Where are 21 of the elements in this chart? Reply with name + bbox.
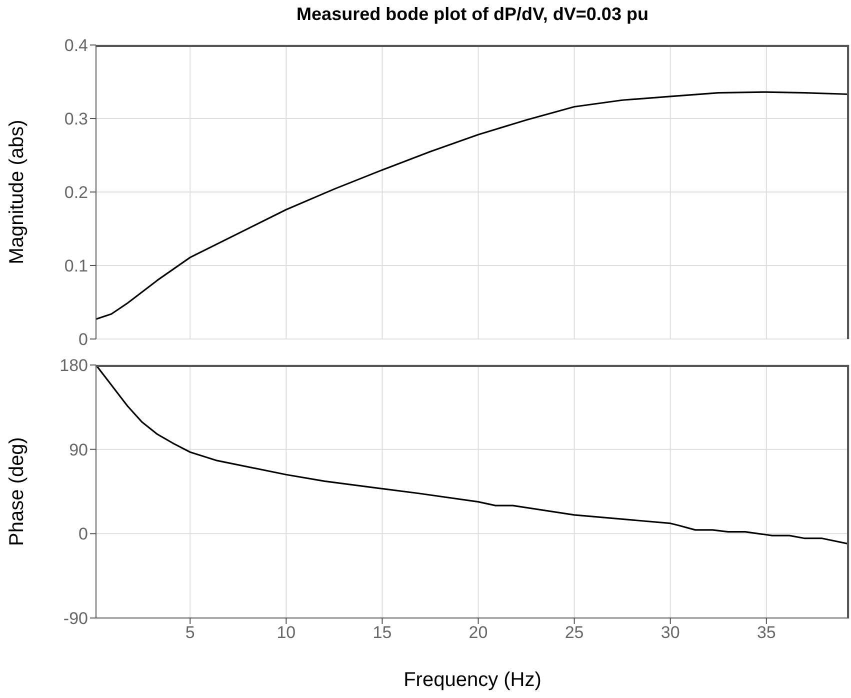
y-tick-label: -90 [63,609,88,628]
y-tick-label: 0.2 [64,183,88,202]
y-tick-label: 0 [78,524,88,544]
y-tick-label: 0 [78,330,88,350]
chart-title: Measured bode plot of dP/dV, dV=0.03 pu [296,4,650,25]
x-tick-label: 25 [564,623,584,642]
y-tick-label: 0.4 [64,36,88,56]
x-tick-label: 15 [372,623,392,642]
line-series [96,91,849,320]
y-tick-label: 0.3 [64,110,88,129]
y-tick-label: 180 [60,356,88,376]
y-axis-title: Phase (deg) [6,437,28,546]
y-tick-label: 0.1 [64,256,88,276]
y-axis-title: Magnitude (abs) [6,120,28,264]
x-tick-label: 30 [660,623,680,642]
x-tick-label: 35 [756,623,776,642]
y-tick-label: 90 [69,440,88,460]
x-tick-label: 20 [468,623,488,642]
x-tick-label: 5 [185,623,195,642]
x-tick-label: 10 [276,623,296,642]
x-axis-title: Frequency (Hz) [404,669,542,691]
